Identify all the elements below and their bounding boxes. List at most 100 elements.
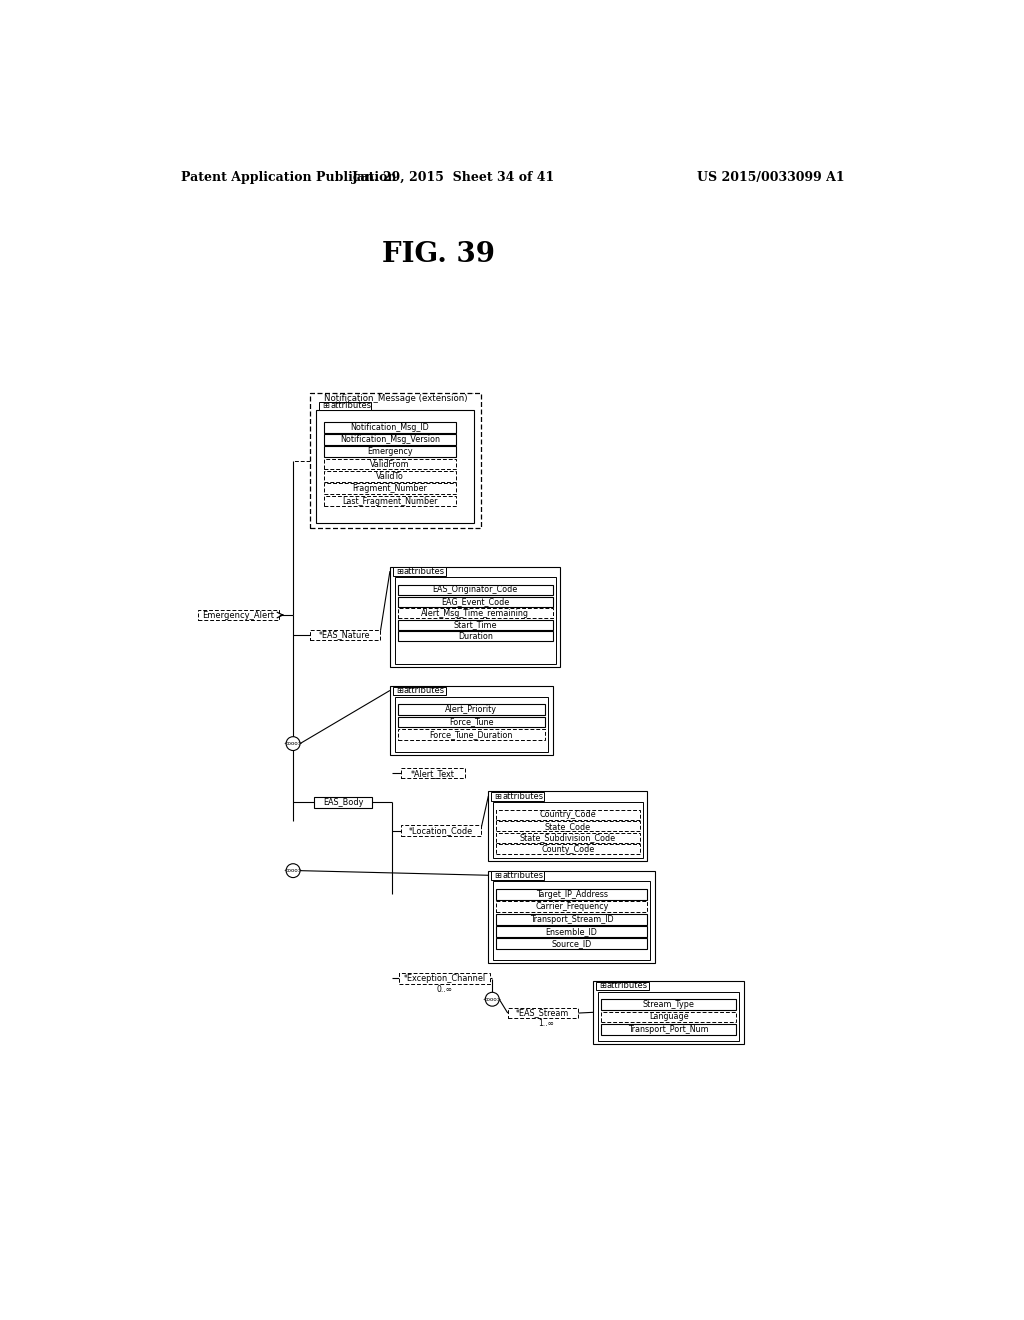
Bar [397, 705, 545, 715]
Bar [324, 422, 456, 433]
Bar [324, 434, 456, 445]
Text: ValidFrom: ValidFrom [370, 459, 410, 469]
Text: Stream_Type: Stream_Type [643, 1001, 694, 1008]
Text: Notification_Msg_Version: Notification_Msg_Version [340, 436, 440, 444]
Bar [319, 401, 371, 411]
Text: County_Code: County_Code [542, 845, 595, 854]
Text: attributes: attributes [403, 568, 445, 576]
Bar [393, 568, 445, 576]
Text: *Exception_Channel: *Exception_Channel [403, 974, 485, 983]
Bar [316, 411, 474, 524]
Text: *Alert_Text: *Alert_Text [411, 768, 455, 777]
Text: ⊞: ⊞ [396, 686, 403, 696]
Bar [492, 792, 544, 800]
Bar [324, 446, 456, 457]
Bar [397, 585, 553, 595]
Bar [601, 999, 736, 1010]
Text: attributes: attributes [607, 981, 648, 990]
Text: Force_Tune_Duration: Force_Tune_Duration [430, 730, 513, 739]
Text: Carrier_Frequency: Carrier_Frequency [535, 903, 608, 911]
Text: Notification_Message (extension): Notification_Message (extension) [324, 395, 467, 403]
Text: Notification_Msg_ID: Notification_Msg_ID [350, 422, 429, 432]
Text: US 2015/0033099 A1: US 2015/0033099 A1 [697, 172, 845, 185]
Bar [601, 1024, 736, 1035]
Bar [310, 630, 380, 640]
Text: attributes: attributes [503, 871, 544, 880]
Bar [397, 631, 553, 642]
Bar [310, 393, 480, 528]
Circle shape [485, 993, 500, 1006]
Bar [397, 597, 553, 607]
Bar [496, 810, 640, 820]
Text: Duration: Duration [458, 632, 493, 640]
Text: EAG_Event_Code: EAG_Event_Code [441, 597, 509, 606]
Text: Jan. 29, 2015  Sheet 34 of 41: Jan. 29, 2015 Sheet 34 of 41 [352, 172, 555, 185]
Text: <ooo>: <ooo> [482, 997, 502, 1002]
Bar [324, 459, 456, 470]
Text: Last_Fragment_Number: Last_Fragment_Number [342, 496, 437, 506]
Bar [601, 1011, 736, 1022]
Text: attributes: attributes [331, 401, 372, 411]
Bar [314, 797, 372, 808]
Text: EAS_Body: EAS_Body [323, 797, 364, 807]
Bar [198, 610, 280, 620]
Text: Transport_Port_Num: Transport_Port_Num [629, 1024, 709, 1034]
Bar [390, 686, 553, 755]
Text: State_Subdivision_Code: State_Subdivision_Code [520, 833, 615, 842]
Text: *EAS_Nature: *EAS_Nature [319, 630, 371, 639]
Bar [324, 483, 456, 494]
Text: FIG. 39: FIG. 39 [382, 242, 495, 268]
Bar [394, 697, 548, 752]
Circle shape [286, 737, 300, 751]
Text: ⊞: ⊞ [495, 871, 502, 880]
Bar [493, 803, 643, 858]
Bar [394, 577, 556, 664]
Text: Emergency_Alert: Emergency_Alert [203, 611, 274, 619]
Text: Start_Time: Start_Time [454, 620, 497, 630]
Bar [598, 991, 739, 1040]
Bar [399, 973, 489, 983]
Bar [492, 871, 544, 880]
Text: ⊞: ⊞ [495, 792, 502, 801]
Text: Emergency: Emergency [368, 447, 413, 457]
Text: ValidTo: ValidTo [376, 473, 403, 480]
Bar [496, 927, 647, 937]
Text: 1..∞: 1..∞ [539, 1019, 554, 1028]
Text: <ooo>: <ooo> [284, 741, 303, 746]
Bar [397, 717, 545, 727]
Bar [488, 871, 655, 964]
Text: Fragment_Number: Fragment_Number [352, 484, 427, 494]
Bar [496, 833, 640, 843]
Bar [397, 619, 553, 630]
Bar [393, 686, 445, 696]
Text: ⊞: ⊞ [599, 981, 606, 990]
Circle shape [286, 863, 300, 878]
Text: Transport_Stream_ID: Transport_Stream_ID [529, 915, 613, 924]
Text: Ensemble_ID: Ensemble_ID [546, 927, 598, 936]
Text: <ooo>: <ooo> [284, 869, 303, 873]
Bar [400, 768, 465, 779]
Text: ⊞: ⊞ [396, 568, 403, 576]
Text: Force_Tune: Force_Tune [450, 718, 494, 726]
Bar [496, 890, 647, 900]
Text: EAS_Originator_Code: EAS_Originator_Code [432, 586, 518, 594]
Bar [324, 471, 456, 482]
Text: Patent Application Publication: Patent Application Publication [180, 172, 396, 185]
Text: *Location_Code: *Location_Code [409, 826, 473, 836]
Bar [496, 939, 647, 949]
Bar [496, 845, 640, 854]
Bar [508, 1007, 578, 1019]
Text: Country_Code: Country_Code [540, 810, 596, 820]
Bar [390, 566, 560, 667]
Bar [593, 981, 744, 1044]
Text: *EAS_Stream: *EAS_Stream [516, 1008, 569, 1018]
Text: Source_ID: Source_ID [552, 940, 592, 948]
Text: Alert_Msg_Time_remaining: Alert_Msg_Time_remaining [421, 609, 529, 618]
Text: 0..∞: 0..∞ [436, 985, 453, 994]
Text: Target_IP_Address: Target_IP_Address [536, 890, 607, 899]
Text: attributes: attributes [403, 686, 445, 696]
Text: attributes: attributes [503, 792, 544, 801]
Bar [493, 882, 650, 960]
Bar [488, 792, 647, 861]
Bar [496, 913, 647, 924]
